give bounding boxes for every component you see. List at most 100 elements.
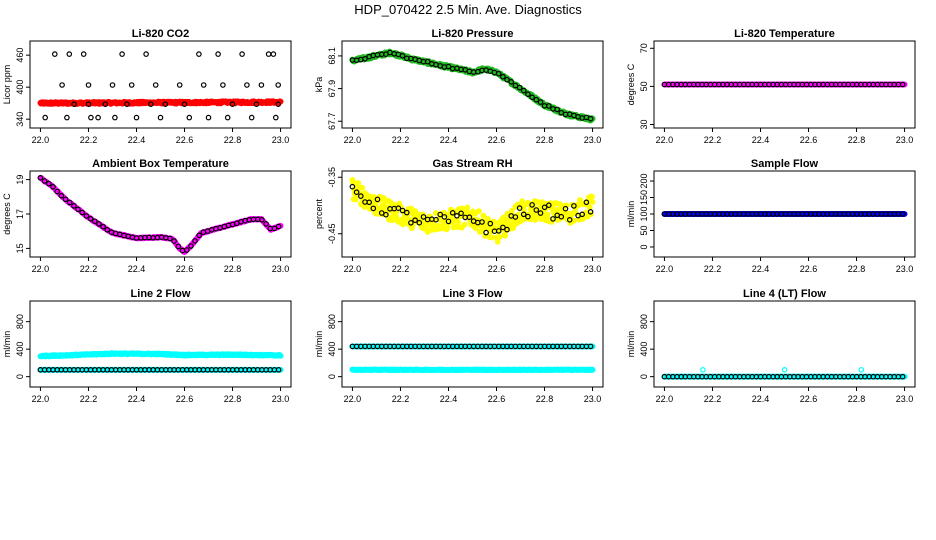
data-point	[589, 193, 595, 200]
data-point	[176, 82, 183, 88]
x-tick-label: 22.6	[800, 135, 818, 145]
data-point	[512, 82, 519, 89]
x-tick-label: 23.0	[272, 264, 290, 274]
x-tick-label: 22.2	[80, 394, 98, 404]
x-tick-label: 23.0	[584, 264, 602, 274]
x-tick-label: 22.6	[176, 264, 194, 274]
data-point	[589, 199, 596, 205]
data-point	[554, 106, 561, 113]
y-axis-label: ml/min	[314, 331, 324, 358]
series-group	[37, 350, 284, 373]
y-tick-label: 67.7	[327, 112, 337, 130]
data-point	[270, 51, 277, 57]
y-axis-label: degrees C	[2, 193, 12, 235]
x-tick-label: 22.4	[440, 135, 458, 145]
y-tick-label: 67.9	[327, 80, 337, 98]
x-tick-label: 22.0	[344, 135, 362, 145]
data-point	[362, 55, 368, 62]
y-tick-label: 68.1	[327, 47, 337, 65]
x-tick-label: 22.6	[488, 135, 506, 145]
y-tick-label: 100	[639, 206, 649, 221]
x-tick-label: 22.6	[176, 394, 194, 404]
y-axis-label: Licor ppm	[2, 65, 12, 105]
y-axis-label: ml/min	[2, 331, 12, 358]
data-point	[248, 114, 255, 121]
y-tick-label: 800	[15, 314, 25, 329]
x-tick-label: 22.4	[128, 264, 146, 274]
data-point	[516, 84, 523, 91]
x-tick-label: 22.8	[224, 394, 242, 404]
x-tick-label: 23.0	[272, 135, 290, 145]
data-point	[112, 114, 118, 121]
data-point	[533, 96, 540, 103]
y-tick-label: 0	[639, 244, 649, 249]
chart-title: Li-820 CO2	[132, 28, 189, 40]
series-group	[349, 48, 596, 124]
data-point	[42, 114, 49, 121]
chart-title: Li-820 Pressure	[432, 28, 514, 40]
x-tick-label: 22.6	[800, 264, 818, 274]
y-tick-label: 0	[327, 374, 337, 379]
data-point	[258, 82, 265, 88]
x-axis: 22.0 22.2 22.4 22.6 22.8 23.0	[656, 128, 913, 145]
data-point	[275, 82, 282, 88]
y-tick-label: 0	[15, 374, 25, 379]
y-tick-label: -0.35	[327, 167, 337, 188]
x-tick-label: 22.8	[848, 264, 866, 274]
data-point	[464, 204, 471, 211]
y-tick-label: 19	[15, 175, 25, 185]
x-tick-label: 22.4	[440, 394, 458, 404]
x-tick-label: 22.8	[224, 264, 242, 274]
x-tick-label: 22.2	[80, 264, 98, 274]
data-point	[80, 51, 87, 57]
x-tick-label: 22.8	[848, 135, 866, 145]
x-tick-label: 22.8	[536, 394, 554, 404]
y-tick-label: 50	[639, 81, 649, 91]
data-point	[461, 221, 468, 228]
x-tick-label: 22.4	[752, 135, 770, 145]
x-tick-label: 22.2	[392, 264, 410, 274]
data-point	[502, 232, 508, 239]
chart-title: Gas Stream RH	[432, 158, 512, 170]
data-point	[508, 79, 515, 85]
x-axis: 22.0 22.2 22.4 22.6 22.8 23.0	[656, 257, 913, 274]
x-axis: 22.0 22.2 22.4 22.6 22.8 23.0	[32, 257, 290, 274]
x-tick-label: 22.4	[752, 264, 770, 274]
data-point	[152, 82, 159, 88]
data-point	[495, 70, 502, 77]
x-tick-label: 22.4	[440, 264, 458, 274]
data-point	[244, 82, 250, 88]
plot-frame	[29, 300, 292, 388]
series-group	[661, 81, 908, 88]
y-tick-label: 400	[327, 342, 337, 357]
y-tick-label: 460	[15, 48, 25, 63]
y-tick-label: 200	[639, 174, 649, 189]
data-point	[275, 101, 282, 108]
y-tick-label: -0.45	[327, 224, 337, 245]
data-point	[224, 114, 231, 121]
data-point	[500, 73, 506, 80]
x-axis: 22.0 22.2 22.4 22.6 22.8 23.0	[344, 387, 601, 404]
data-point	[205, 114, 212, 121]
data-point	[119, 51, 125, 57]
y-tick-label: 400	[15, 342, 25, 357]
x-axis: 22.0 22.2 22.4 22.6 22.8 23.0	[32, 128, 290, 145]
y-axis-label: kPa	[314, 77, 324, 93]
data-point	[265, 51, 272, 57]
y-axis: 67.7 67.9 68.1	[327, 47, 342, 130]
data-point	[545, 103, 552, 109]
y-axis: 0 400 800	[15, 314, 30, 379]
data-point	[525, 91, 531, 98]
plot-frame	[29, 170, 292, 258]
data-point	[162, 101, 169, 108]
data-point	[359, 184, 366, 191]
chart-title: Li-820 Temperature	[734, 28, 835, 40]
data-point	[128, 82, 135, 88]
